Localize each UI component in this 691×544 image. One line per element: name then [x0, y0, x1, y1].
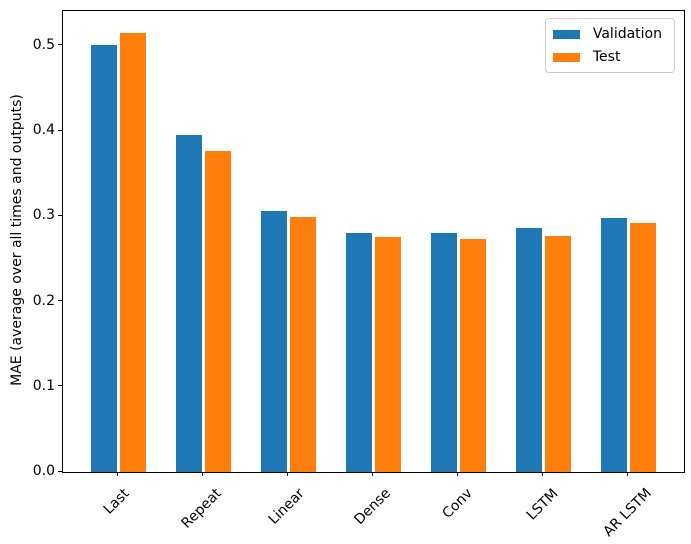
legend-swatch-test	[552, 52, 580, 62]
x-tick-mark	[627, 472, 629, 476]
bar-validation-ar-lstm	[601, 218, 627, 472]
y-tick-label: 0.5	[32, 36, 55, 53]
legend-label-validation: Validation	[592, 26, 662, 42]
bar-test-ar-lstm	[630, 223, 656, 472]
y-tick-label: 0.3	[32, 207, 55, 224]
x-tick-mark	[201, 472, 203, 476]
x-tick-mark	[372, 472, 373, 476]
y-tick-label: 0.2	[32, 292, 55, 309]
x-tick-mark	[116, 472, 118, 476]
y-tick-mark	[58, 385, 62, 387]
legend-entry-validation: Validation	[552, 25, 666, 43]
x-tick-label-conv: Conv	[439, 485, 476, 523]
bar-test-repeat	[205, 150, 231, 472]
x-tick-mark	[457, 472, 459, 476]
legend-label-test: Test	[592, 49, 621, 65]
bar-test-lstm	[545, 235, 571, 472]
x-tick-mark	[542, 472, 544, 476]
bar-validation-linear	[261, 211, 287, 472]
y-tick-mark	[58, 129, 62, 131]
y-tick-mark	[58, 44, 62, 46]
x-tick-label-dense: Dense	[350, 485, 394, 528]
bar-test-linear	[290, 217, 316, 472]
y-tick-label: 0.1	[32, 377, 55, 394]
x-tick-label-lstm: LSTM	[523, 485, 562, 524]
y-tick-label: 0.0	[32, 463, 55, 479]
y-tick-label: 0.4	[32, 122, 55, 139]
bar-validation-repeat	[176, 134, 202, 472]
x-tick-label-linear: Linear	[266, 485, 309, 528]
x-tick-label-last: Last	[100, 485, 133, 518]
x-tick-label-ar-lstm: AR LSTM	[600, 485, 655, 540]
bar-validation-lstm	[516, 228, 542, 472]
y-tick-mark	[58, 300, 62, 302]
legend-swatch-validation	[552, 29, 580, 39]
bar-test-last	[119, 33, 146, 472]
y-tick-mark	[58, 214, 62, 216]
x-tick-label-repeat: Repeat	[178, 485, 226, 532]
plot-area	[62, 10, 685, 473]
legend: Validation Test	[544, 18, 675, 73]
bar-validation-last	[91, 45, 117, 472]
bar-validation-dense	[346, 232, 372, 472]
bar-test-conv	[460, 238, 486, 472]
legend-entry-test: Test	[552, 48, 666, 66]
y-tick-mark	[58, 470, 62, 472]
bar-test-dense	[375, 236, 401, 472]
bar-validation-conv	[431, 233, 457, 472]
x-tick-mark	[286, 472, 288, 476]
